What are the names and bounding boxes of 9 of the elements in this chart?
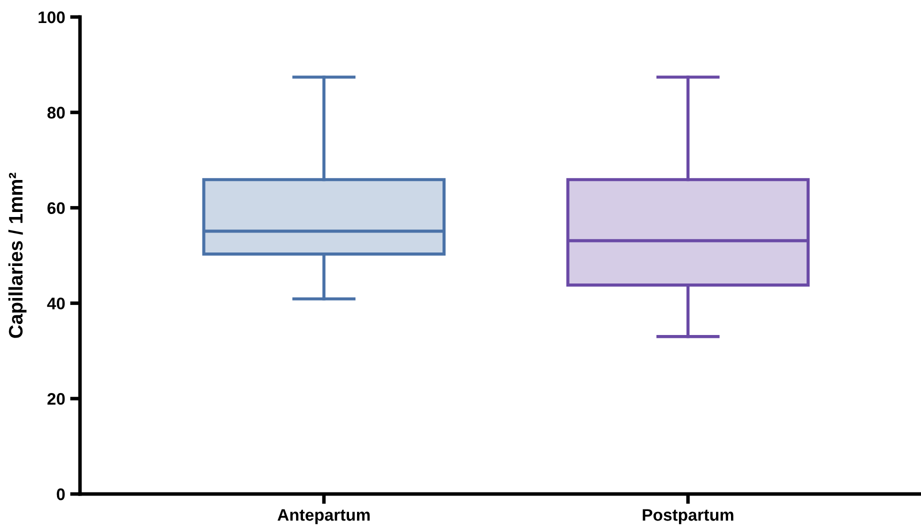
- y-axis-title: Capillaries / 1mm²: [8, 172, 26, 338]
- x-tick-label: Antepartum: [278, 509, 370, 524]
- y-tick-label: 20: [47, 393, 65, 405]
- y-tick-label: 40: [47, 298, 65, 310]
- x-tick-label: Postpartum: [642, 509, 734, 524]
- y-tick-label: 60: [47, 202, 65, 214]
- y-tick-label: 100: [38, 11, 65, 24]
- y-tick-label: 0: [56, 488, 65, 500]
- y-tick-label: 80: [47, 106, 65, 119]
